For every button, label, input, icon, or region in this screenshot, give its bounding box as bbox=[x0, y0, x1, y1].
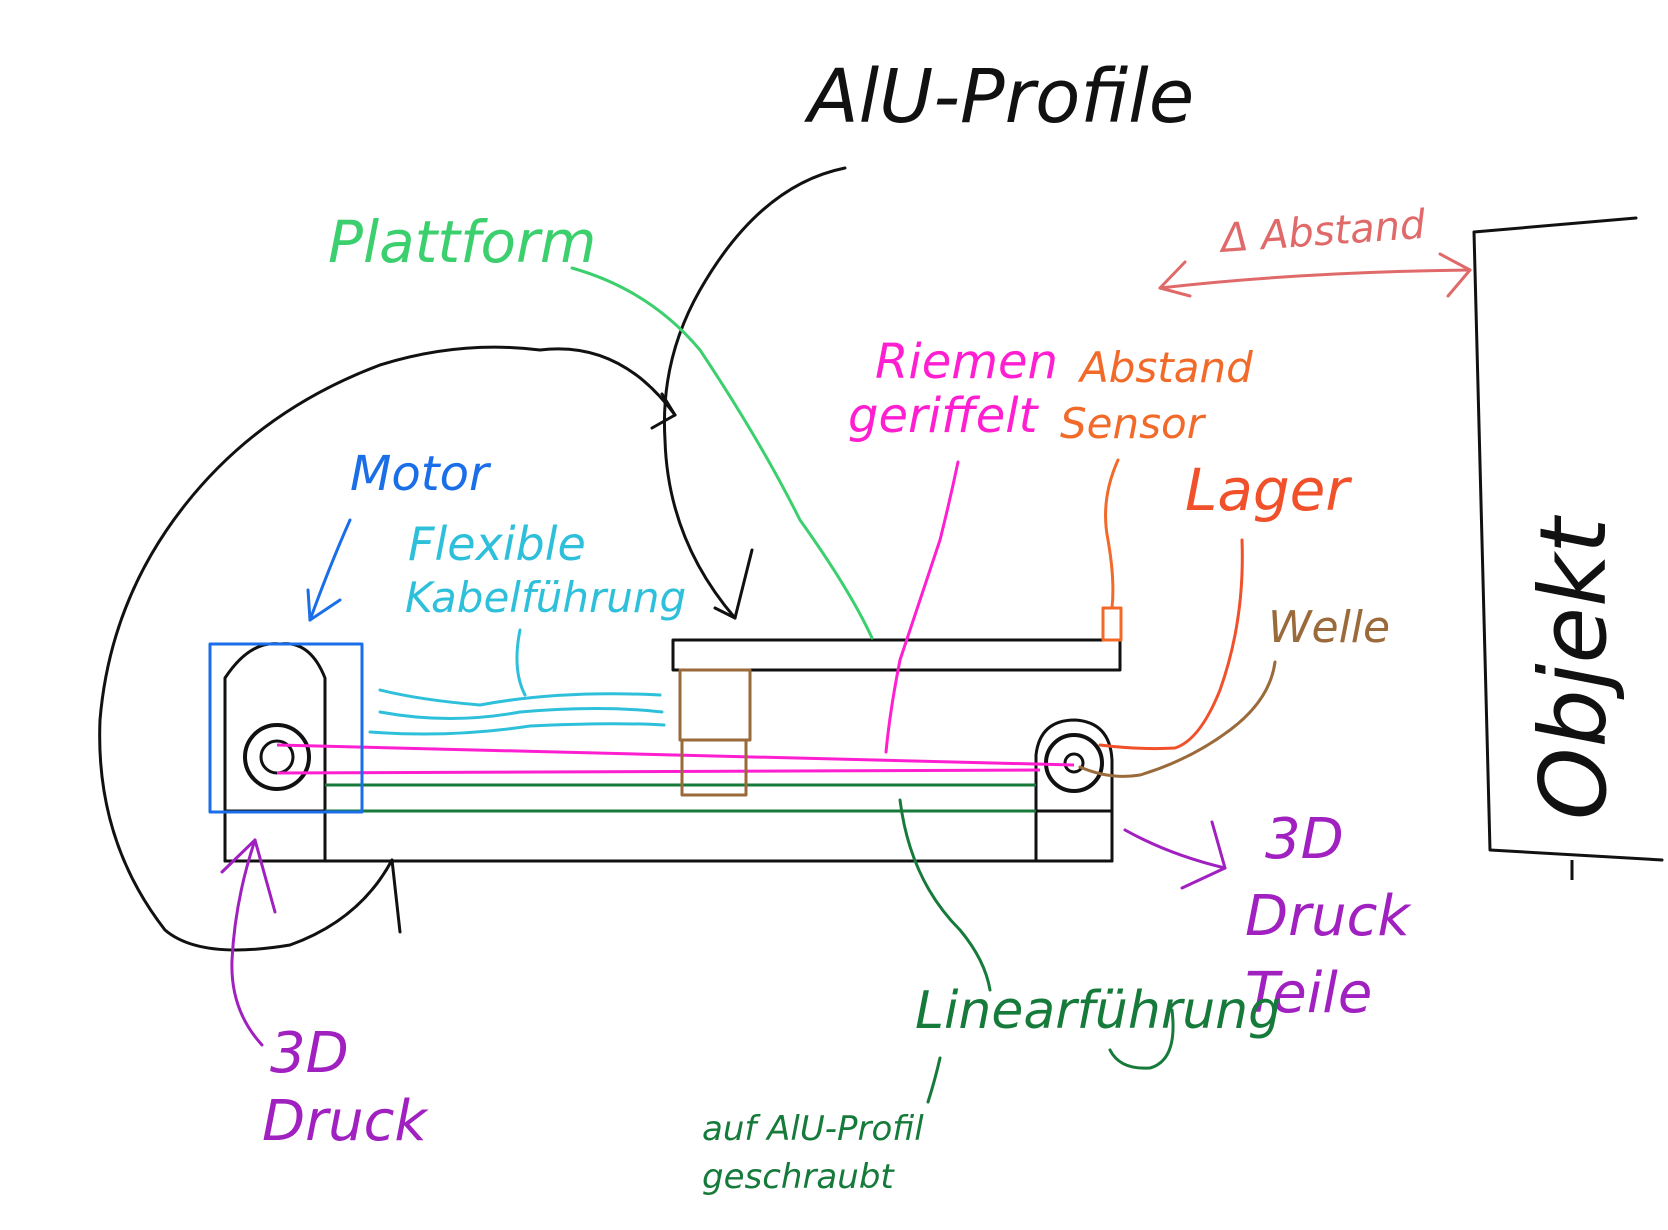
label-sensor-line2: Sensor bbox=[1060, 399, 1207, 448]
welle-leader bbox=[1078, 660, 1277, 778]
label-linear: Linearführung bbox=[915, 981, 1281, 1041]
label-objekt: Objekt bbox=[1520, 515, 1627, 820]
cable-guide bbox=[368, 688, 666, 736]
belt bbox=[276, 743, 1075, 775]
riemen-leader bbox=[884, 460, 960, 754]
label-abstand: Δ Abstand bbox=[1216, 202, 1427, 262]
label-plattform: Plattform bbox=[328, 208, 596, 276]
druck-right-arrow bbox=[1123, 820, 1227, 890]
motor-pulley bbox=[243, 723, 311, 791]
idler-pulley bbox=[1044, 733, 1104, 793]
motor-outline bbox=[208, 642, 364, 814]
kabel-leader bbox=[515, 628, 527, 697]
label-note-line1: auf AlU-Profil bbox=[702, 1109, 924, 1149]
motor-leader bbox=[306, 518, 352, 622]
objekt-box bbox=[1472, 216, 1664, 880]
label-lager: Lager bbox=[1185, 456, 1352, 524]
alu-profile-base bbox=[223, 809, 1114, 863]
alu-profile-leaders bbox=[98, 166, 847, 952]
linear-leader bbox=[898, 798, 1175, 1104]
label-kabel-line2: Kabelführung bbox=[405, 573, 686, 622]
platform-plate bbox=[671, 638, 1122, 672]
label-kabel-line1: Flexible bbox=[408, 517, 586, 571]
lager-leader bbox=[1098, 538, 1244, 751]
label-riemen-line1: Riemen bbox=[875, 334, 1058, 390]
plattform-leader bbox=[570, 266, 874, 640]
sensor-leader bbox=[1104, 458, 1120, 610]
label-motor: Motor bbox=[350, 446, 492, 502]
label-note-line2: geschraubt bbox=[702, 1157, 895, 1197]
label-welle: Welle bbox=[1268, 602, 1390, 653]
carriage bbox=[678, 668, 752, 797]
label-riemen-line2: geriffelt bbox=[848, 388, 1040, 444]
label-druck-left-line2: Druck bbox=[262, 1089, 429, 1154]
label-druck-right-line3: Teile bbox=[1245, 961, 1372, 1026]
label-alu-profile: AlU-Profile bbox=[804, 54, 1194, 140]
label-druck-right-line1: 3D bbox=[1265, 807, 1344, 872]
druck-left-arrow bbox=[220, 838, 277, 1047]
label-sensor-line1: Abstand bbox=[1077, 343, 1253, 392]
abstand-arrow bbox=[1158, 252, 1472, 298]
distance-sensor bbox=[1101, 606, 1123, 642]
label-druck-left-line1: 3D bbox=[270, 1021, 349, 1086]
label-druck-right-line2: Druck bbox=[1245, 884, 1412, 949]
